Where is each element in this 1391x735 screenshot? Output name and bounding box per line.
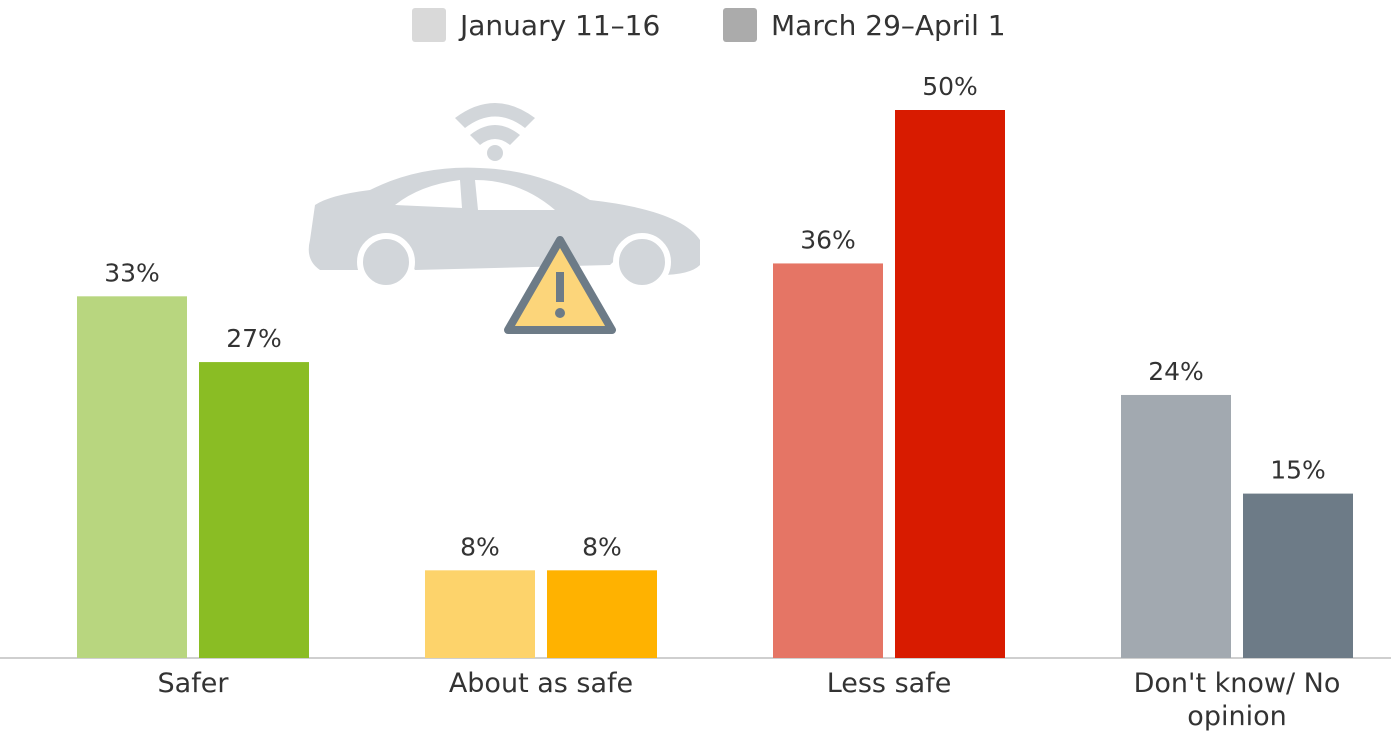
- value-label: 27%: [226, 324, 282, 353]
- legend-swatch: [723, 8, 757, 42]
- value-label: 15%: [1270, 456, 1326, 485]
- bar: [77, 296, 187, 658]
- bar: [1121, 395, 1231, 658]
- value-label: 50%: [922, 72, 978, 101]
- value-label: 33%: [104, 258, 160, 287]
- value-label: 24%: [1148, 357, 1204, 386]
- legend-swatch: [412, 8, 446, 42]
- x-tick-label: Less safe: [769, 667, 1009, 700]
- bar: [1243, 494, 1353, 658]
- value-label: 36%: [800, 225, 856, 254]
- x-tick-label: About as safe: [421, 667, 661, 700]
- chart-svg: January 11–16 March 29–April 1 33% 27% 8% 8% 3…: [0, 0, 1391, 735]
- bar: [773, 263, 883, 658]
- x-tick-label: Don't know/ No opinion: [1117, 667, 1357, 733]
- bar: [895, 110, 1005, 658]
- value-label: 8%: [460, 532, 500, 561]
- car-icon: [309, 103, 700, 330]
- value-label: 8%: [582, 532, 622, 561]
- bar: [547, 570, 657, 658]
- bar: [425, 570, 535, 658]
- chart: January 11–16 March 29–April 1 33% 27% 8% 8% 3…: [0, 0, 1391, 735]
- x-tick-label: Safer: [73, 667, 313, 700]
- legend-label: March 29–April 1: [771, 9, 1006, 42]
- legend-label: January 11–16: [458, 9, 660, 42]
- bar: [199, 362, 309, 658]
